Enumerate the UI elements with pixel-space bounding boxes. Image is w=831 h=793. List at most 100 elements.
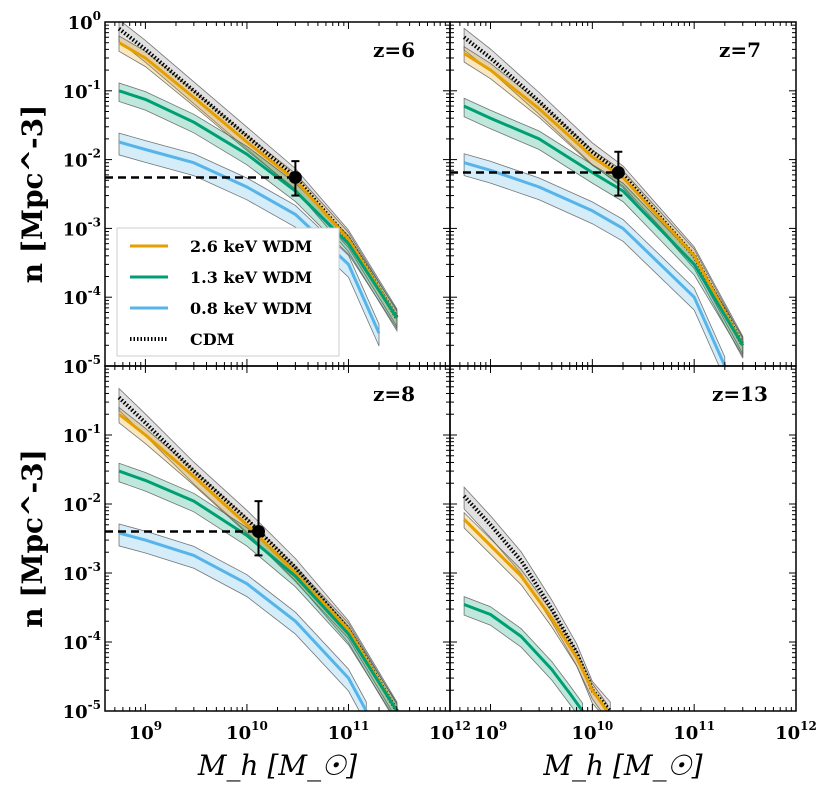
x-axis-title: M_h [M_☉] bbox=[197, 749, 357, 782]
observation-point bbox=[611, 165, 625, 179]
line-1-3-kev-wdm bbox=[118, 89, 399, 319]
band-1-3-kev-wdm bbox=[118, 462, 398, 711]
tick-exponent: -2 bbox=[88, 147, 101, 161]
line-0-8-kev-wdm bbox=[118, 531, 368, 711]
band-cdm bbox=[118, 387, 398, 711]
band-cdm bbox=[463, 27, 744, 359]
y-axis-title: n [Mpc^-3] bbox=[16, 105, 49, 284]
y-tick-label: 10-2 bbox=[63, 147, 101, 172]
y-tick-label: 10-1 bbox=[63, 422, 101, 447]
line-2-6-kev-wdm bbox=[463, 52, 745, 347]
tick-base: 10 bbox=[429, 723, 454, 744]
line-1-3-kev-wdm bbox=[118, 469, 399, 711]
x-axis-title: M_h [M_☉] bbox=[542, 749, 702, 782]
tick-base: 10 bbox=[68, 13, 93, 34]
panel-z-13 bbox=[462, 486, 612, 711]
y-tick-label: 10-1 bbox=[63, 78, 101, 103]
band-0-8-kev-wdm bbox=[118, 523, 367, 711]
tick-exponent: 12 bbox=[454, 719, 471, 733]
band-1-3-kev-wdm bbox=[463, 97, 744, 358]
x-tick-label: 1012 bbox=[429, 719, 471, 744]
tick-exponent: 10 bbox=[251, 719, 268, 733]
tick-exponent: -2 bbox=[88, 491, 101, 505]
tick-exponent: -1 bbox=[88, 78, 101, 92]
tick-base: 10 bbox=[673, 723, 698, 744]
y-tick-label: 10-4 bbox=[63, 629, 101, 654]
tick-exponent: 9 bbox=[499, 719, 507, 733]
x-tick-label: 1011 bbox=[673, 719, 715, 744]
tick-base: 10 bbox=[571, 723, 596, 744]
tick-exponent: 11 bbox=[353, 719, 370, 733]
tick-base: 10 bbox=[226, 723, 251, 744]
legend-label: 1.3 keV WDM bbox=[190, 268, 312, 287]
tick-exponent: -4 bbox=[88, 284, 101, 298]
panel-z-7 bbox=[450, 27, 745, 366]
x-tick-label: 1011 bbox=[328, 719, 370, 744]
tick-base: 10 bbox=[63, 151, 88, 172]
band-0-8-kev-wdm bbox=[463, 153, 726, 366]
x-tick-label: 1012 bbox=[775, 719, 817, 744]
tick-base: 10 bbox=[63, 426, 88, 447]
y-axis-title: n [Mpc^-3] bbox=[16, 449, 49, 628]
tick-exponent: -3 bbox=[88, 560, 101, 574]
tick-base: 10 bbox=[63, 82, 88, 103]
tick-base: 10 bbox=[63, 357, 88, 378]
tick-base: 10 bbox=[328, 723, 353, 744]
x-tick-label: 109 bbox=[474, 719, 507, 744]
line-0-8-kev-wdm bbox=[463, 161, 727, 366]
y-tick-label: 10-5 bbox=[63, 353, 101, 378]
band-1-3-kev-wdm bbox=[463, 596, 583, 711]
tick-base: 10 bbox=[129, 723, 154, 744]
x-tick-label: 109 bbox=[129, 719, 162, 744]
tick-base: 10 bbox=[63, 495, 88, 516]
line-1-3-kev-wdm bbox=[463, 603, 584, 711]
tick-base: 10 bbox=[63, 564, 88, 585]
observation-point bbox=[288, 170, 302, 184]
x-tick-label: 1010 bbox=[226, 719, 268, 744]
tick-base: 10 bbox=[474, 723, 499, 744]
tick-base: 10 bbox=[775, 723, 800, 744]
y-tick-label: 10-5 bbox=[63, 698, 101, 723]
tick-exponent: -3 bbox=[88, 215, 101, 229]
legend-label: 2.6 keV WDM bbox=[190, 237, 312, 256]
legend: 2.6 keV WDM 1.3 keV WDM 0.8 keV WDM CDM bbox=[116, 227, 340, 357]
tick-base: 10 bbox=[63, 702, 88, 723]
tick-exponent: 0 bbox=[93, 9, 101, 23]
y-tick-label: 10-2 bbox=[63, 491, 101, 516]
tick-exponent: -5 bbox=[88, 353, 101, 367]
y-tick-label: 100 bbox=[68, 9, 101, 34]
band-2-6-kev-wdm bbox=[118, 406, 398, 711]
line-1-3-kev-wdm bbox=[463, 104, 745, 347]
legend-label: CDM bbox=[190, 330, 234, 349]
line-2-6-kev-wdm bbox=[463, 518, 609, 711]
tick-exponent: 9 bbox=[154, 719, 162, 733]
tick-exponent: -4 bbox=[88, 629, 101, 643]
tick-base: 10 bbox=[63, 219, 88, 240]
panel-label: z=13 bbox=[712, 382, 768, 406]
band-1-3-kev-wdm bbox=[118, 82, 398, 330]
tick-exponent: 11 bbox=[698, 719, 715, 733]
legend-box bbox=[116, 227, 340, 357]
panel-z-8 bbox=[105, 387, 399, 711]
panel-label: z=7 bbox=[719, 38, 761, 62]
legend-label: 0.8 keV WDM bbox=[190, 299, 312, 318]
band-2-6-kev-wdm bbox=[463, 511, 608, 711]
tick-exponent: -1 bbox=[88, 422, 101, 436]
x-tick-label: 1010 bbox=[571, 719, 613, 744]
line-2-6-kev-wdm bbox=[118, 413, 399, 711]
tick-exponent: -5 bbox=[88, 698, 101, 712]
tick-exponent: 12 bbox=[800, 719, 817, 733]
y-tick-label: 10-3 bbox=[63, 215, 101, 240]
observation-point bbox=[252, 524, 266, 538]
y-tick-label: 10-3 bbox=[63, 560, 101, 585]
line-2-6-kev-wdm bbox=[118, 41, 399, 319]
panel-label: z=8 bbox=[373, 382, 415, 406]
y-tick-label: 10-4 bbox=[63, 284, 101, 309]
panel-label: z=6 bbox=[373, 38, 415, 62]
tick-base: 10 bbox=[63, 633, 88, 654]
tick-exponent: 10 bbox=[597, 719, 614, 733]
tick-base: 10 bbox=[63, 288, 88, 309]
line-cdm bbox=[462, 35, 745, 347]
line-0-8-kev-wdm bbox=[118, 140, 381, 334]
